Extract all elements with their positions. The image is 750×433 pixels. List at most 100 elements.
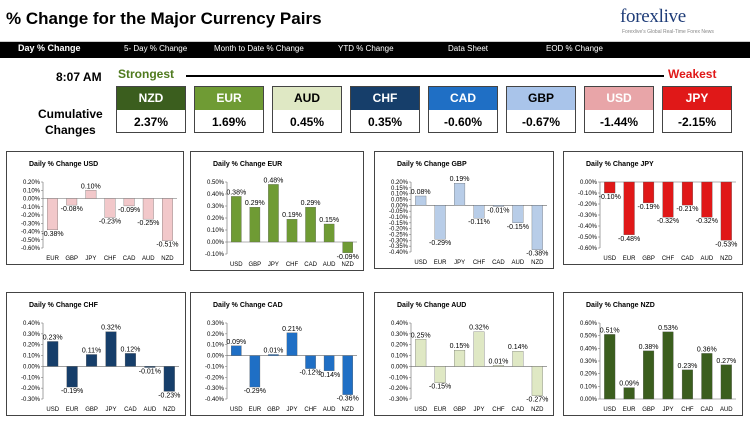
tab-month-to-date-change[interactable]: Month to Date % Change bbox=[214, 44, 304, 53]
bar-value-label: 0.01% bbox=[488, 358, 508, 365]
logo-subtitle: Forexlive's Global Real-Time Forex News bbox=[622, 29, 714, 35]
currency-value: -0.67% bbox=[521, 115, 561, 129]
y-tick-label: 0.10% bbox=[23, 188, 41, 194]
x-category-label: AUD bbox=[323, 407, 336, 413]
x-category-label: AUD bbox=[720, 407, 733, 413]
y-tick-label: -0.20% bbox=[21, 386, 41, 392]
bar bbox=[123, 198, 135, 207]
x-category-label: USD bbox=[603, 256, 616, 262]
bar bbox=[231, 196, 242, 243]
bar bbox=[249, 207, 261, 243]
bar bbox=[286, 332, 298, 356]
bar-value-label: -0.27% bbox=[526, 397, 548, 404]
bar-value-label: 0.09% bbox=[619, 381, 639, 388]
logo-text: forexlive bbox=[620, 6, 686, 27]
tab-day-change[interactable]: Day % Change bbox=[18, 43, 81, 53]
y-tick-label: 0.00% bbox=[391, 364, 409, 370]
x-category-label: EUR bbox=[434, 407, 447, 413]
y-tick-label: 0.20% bbox=[207, 332, 225, 338]
x-category-label: JPY bbox=[85, 256, 96, 262]
bar bbox=[492, 205, 504, 207]
y-tick-label: -0.05% bbox=[389, 209, 409, 215]
tab-data-sheet[interactable]: Data Sheet bbox=[448, 44, 489, 53]
chart-panel-jpy: Daily % Change JPY 0.00% -0.10% -0.20% -0.3… bbox=[563, 151, 743, 265]
bar-value-label: 0.27% bbox=[716, 358, 736, 365]
currency-value: 1.69% bbox=[211, 115, 247, 129]
bar-value-label: 0.48% bbox=[263, 177, 283, 184]
bar bbox=[163, 366, 175, 392]
bar bbox=[86, 354, 98, 367]
x-category-label: AUD bbox=[323, 262, 336, 268]
tab-5-day-change[interactable]: 5- Day % Change bbox=[124, 44, 188, 53]
forexlive-logo[interactable]: forexlive Forexlive's Global Real-Time F… bbox=[620, 6, 732, 38]
currency-code: CHF bbox=[351, 87, 419, 110]
y-tick-label: -0.10% bbox=[21, 205, 41, 211]
bar bbox=[66, 198, 78, 206]
bar bbox=[66, 366, 78, 388]
chart-gbp: 0.20%0.15%0.10%0.05%0.00%-0.05%-0.10%-0.… bbox=[389, 176, 548, 266]
currency-box-chf: CHF 0.35% bbox=[350, 86, 420, 133]
bar-value-label: 0.01% bbox=[263, 347, 283, 354]
x-category-label: NZD bbox=[342, 407, 355, 413]
bar-value-label: -0.12% bbox=[299, 370, 321, 377]
currency-box-cad: CAD -0.60% bbox=[428, 86, 498, 133]
chart-aud: 0.40% 0.30% 0.20% 0.10% 0.00% -0.10% -0.20% -0.… bbox=[389, 321, 548, 413]
bar-value-label: -0.38% bbox=[41, 231, 63, 238]
y-tick-label: -0.10% bbox=[205, 364, 225, 370]
chart-jpy: 0.00%-0.10%-0.20%-0.30%-0.40%-0.50%-0.60… bbox=[578, 180, 737, 262]
bar bbox=[681, 181, 693, 206]
bar bbox=[492, 365, 504, 367]
y-tick-label: 0.50% bbox=[207, 180, 225, 186]
bar-value-label: 0.19% bbox=[450, 176, 470, 183]
bar bbox=[323, 223, 335, 243]
bar-value-label: 0.21% bbox=[282, 326, 302, 333]
bar-value-label: 0.32% bbox=[469, 325, 489, 332]
bar bbox=[623, 181, 635, 235]
x-category-label: JPY bbox=[454, 260, 465, 266]
y-tick-label: 0.20% bbox=[391, 180, 409, 186]
time-label: 8:07 AM bbox=[56, 70, 102, 84]
y-tick-label: -0.50% bbox=[578, 235, 598, 241]
chart-panel-cad: Daily % Change CAD 0.30% 0.20% 0.10% 0.00% -… bbox=[190, 292, 364, 416]
x-category-label: CAD bbox=[512, 407, 525, 413]
x-category-label: CHF bbox=[286, 262, 299, 268]
bar bbox=[415, 195, 427, 206]
x-category-label: JPY bbox=[473, 407, 484, 413]
bar bbox=[268, 184, 279, 243]
bar bbox=[231, 345, 242, 356]
currency-box-aud: AUD 0.45% bbox=[272, 86, 342, 133]
bar-value-label: -0.01% bbox=[139, 369, 161, 376]
x-category-label: AUD bbox=[142, 256, 155, 262]
y-tick-label: -0.10% bbox=[21, 375, 41, 381]
y-tick-label: 0.40% bbox=[391, 321, 409, 327]
bar-value-label: 0.23% bbox=[43, 334, 63, 341]
tab-eod-change[interactable]: EOD % Change bbox=[546, 44, 603, 53]
chart-title-chf: Daily % Change CHF bbox=[29, 302, 98, 309]
y-tick-label: -0.35% bbox=[389, 244, 409, 250]
x-category-label: CAD bbox=[492, 260, 505, 266]
y-tick-label: -0.40% bbox=[21, 230, 41, 236]
y-tick-label: -0.15% bbox=[389, 221, 409, 227]
bar-value-label: 0.51% bbox=[600, 327, 620, 334]
tab-ytd-change[interactable]: YTD % Change bbox=[338, 44, 394, 53]
y-tick-label: 0.20% bbox=[23, 343, 41, 349]
y-tick-label: 0.00% bbox=[23, 197, 41, 203]
chart-title-nzd: Daily % Change NZD bbox=[586, 302, 655, 309]
bar-value-label: -0.09% bbox=[337, 254, 359, 261]
x-category-label: NZD bbox=[720, 256, 733, 262]
chart-title-eur: Daily % Change EUR bbox=[213, 161, 283, 168]
x-category-label: GBP bbox=[642, 407, 655, 413]
x-category-label: CAD bbox=[124, 407, 137, 413]
x-category-label: JPY bbox=[662, 407, 673, 413]
chart-usd: 0.20%0.10%0.00%-0.10%-0.20%-0.30%-0.40%-… bbox=[21, 180, 179, 262]
y-tick-label: 0.50% bbox=[580, 334, 598, 340]
bar-value-label: -0.08% bbox=[61, 206, 83, 213]
bar-value-label: 0.29% bbox=[245, 200, 265, 207]
y-tick-label: 0.00% bbox=[23, 364, 41, 370]
bar bbox=[720, 364, 732, 400]
x-category-label: CAD bbox=[701, 407, 714, 413]
bar bbox=[512, 351, 524, 367]
bar bbox=[681, 369, 693, 400]
chart-eur: 0.50% 0.40% 0.30% 0.20% 0.10% 0.00% -0.10% 0.38… bbox=[205, 177, 359, 268]
currency-value: -0.60% bbox=[443, 115, 483, 129]
